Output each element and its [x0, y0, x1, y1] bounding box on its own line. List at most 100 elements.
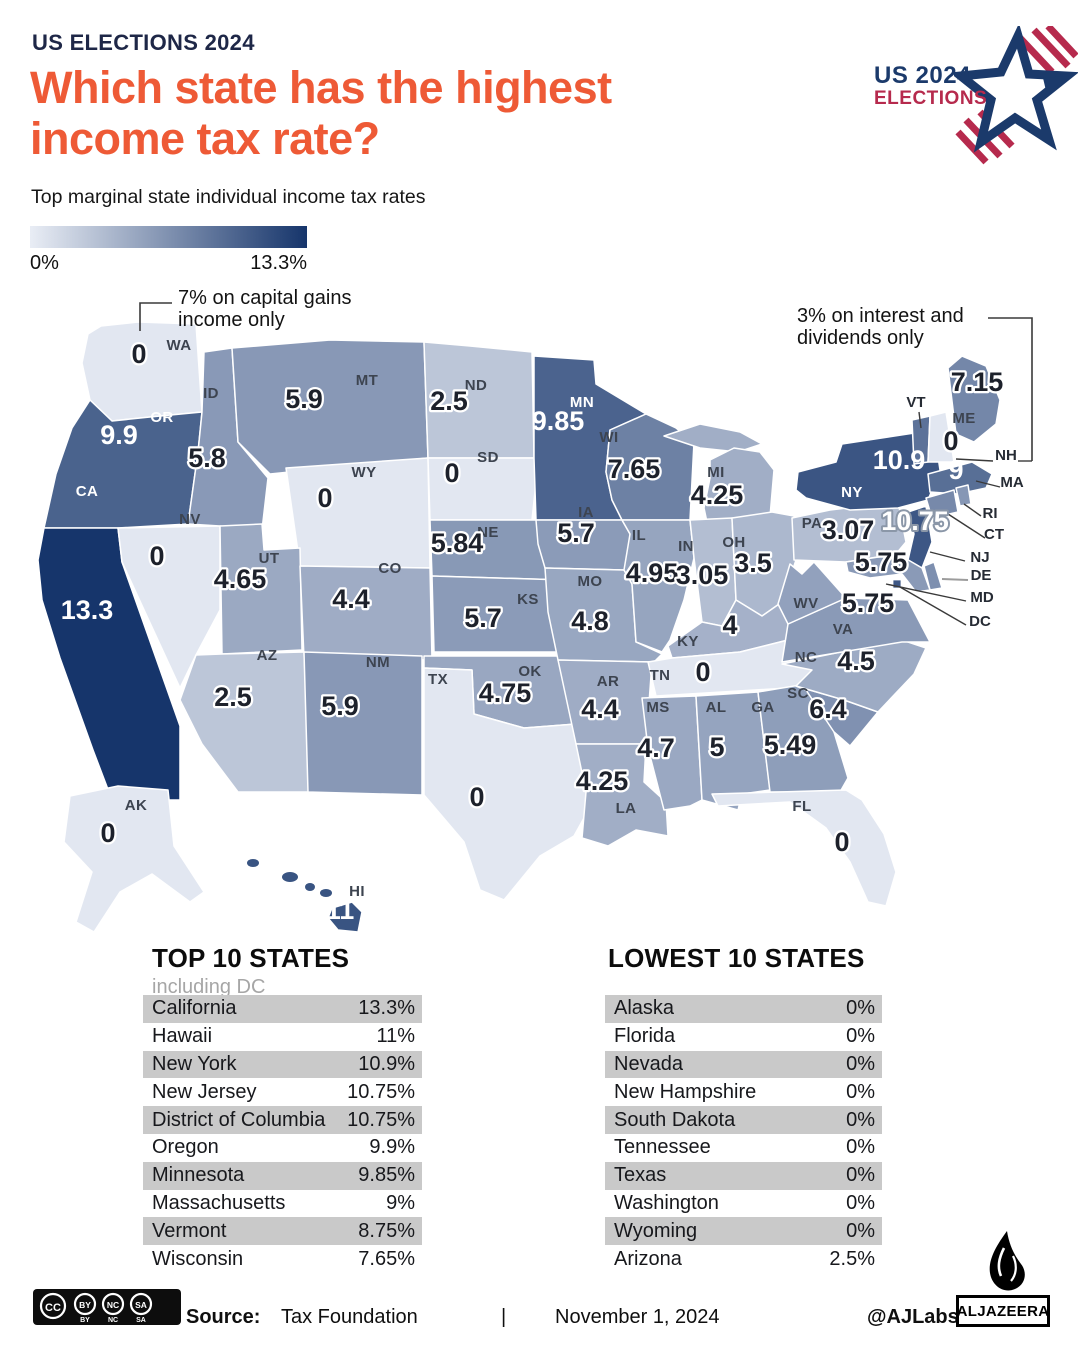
aljazeera-flame-icon: [989, 1231, 1025, 1291]
legend-min-label: 0%: [30, 252, 59, 274]
state-callout-CT: CT: [984, 526, 1004, 543]
svg-text:NC: NC: [107, 1300, 119, 1310]
state-name: Tennessee: [614, 1136, 711, 1159]
table-row: Minnesota 9.85%: [143, 1161, 422, 1190]
state-abbr-OK: OK: [518, 663, 541, 680]
state-abbr-CO: CO: [378, 560, 401, 577]
table-row: Alaska 0%: [605, 995, 882, 1023]
state-NH: [927, 411, 955, 463]
table-row: Nevada 0%: [605, 1050, 882, 1079]
state-value-MN: 9.85: [532, 406, 585, 436]
footer-separator: |: [501, 1306, 507, 1328]
state-value-NM: 5.9: [321, 691, 359, 721]
state-WV: [777, 561, 847, 625]
state-abbr-UT: UT: [259, 550, 280, 567]
leader-line: [963, 503, 982, 517]
state-value-IL: 4.95: [626, 558, 679, 588]
state-value-OH: 3.5: [734, 548, 772, 578]
state-abbr-OR: OR: [150, 409, 173, 426]
state-value-VA: 5.75: [842, 588, 895, 618]
state-callout-DC: DC: [969, 613, 991, 630]
chart-subtitle: Top marginal state individual income tax…: [31, 186, 426, 208]
logo-text-line2: ELECTIONS: [874, 88, 988, 109]
state-abbr-NV: NV: [179, 511, 201, 528]
leader-line: [941, 578, 969, 581]
state-HI-island: [305, 883, 315, 891]
kicker: US ELECTIONS 2024: [32, 30, 255, 55]
table-row: Hawaii 11%: [143, 1023, 422, 1051]
state-value-MS: 4.7: [637, 733, 675, 763]
state-name: Nevada: [614, 1052, 683, 1075]
svg-text:CC: CC: [45, 1302, 61, 1314]
lowest-10-states-table: LOWEST 10 STATES Alaska 0% Florida 0% Nevada…: [605, 943, 882, 1270]
state-value-NJ: 10.75: [881, 506, 949, 536]
us2024-elections-logo: US 2024 ELECTIONS: [868, 26, 1078, 176]
logo-text-line1: US 2024: [874, 62, 971, 89]
state-AZ: [179, 651, 311, 793]
state-name: Oregon: [152, 1136, 219, 1159]
state-value-AK: 0: [100, 818, 115, 848]
state-FL: [711, 789, 897, 907]
state-abbr-AK: AK: [125, 797, 147, 814]
state-abbr-VA: VA: [833, 621, 854, 638]
table-row: Texas 0%: [605, 1161, 882, 1190]
state-NM: [303, 651, 423, 796]
state-value-HI: 11: [326, 895, 355, 925]
state-abbr-SD: SD: [477, 449, 499, 466]
table-row: District of Columbia 10.75%: [143, 1106, 422, 1134]
state-rate: 0%: [846, 1108, 875, 1131]
state-name: Vermont: [152, 1219, 227, 1242]
leader-line: [947, 513, 986, 539]
state-value-MI: 4.25: [691, 480, 744, 510]
state-value-AZ: 2.5: [214, 682, 252, 712]
svg-text:SA: SA: [135, 1300, 147, 1310]
state-value-TN: 0: [695, 657, 710, 687]
publication-date: November 1, 2024: [555, 1306, 720, 1328]
table-row: South Dakota 0%: [605, 1106, 882, 1134]
state-rate: 0%: [846, 1025, 875, 1048]
state-value-MO: 4.8: [571, 606, 609, 636]
table-row: Arizona 2.5%: [605, 1245, 882, 1273]
state-DE: [923, 561, 943, 591]
state-name: Arizona: [614, 1247, 682, 1270]
legend-gradient-bar: [30, 226, 307, 248]
state-value-AL: 5: [709, 732, 724, 762]
title-line1: Which state has the highest: [30, 62, 612, 113]
state-value-KY: 4: [722, 610, 737, 640]
state-abbr-IA: IA: [578, 504, 594, 521]
state-callout-DE: DE: [971, 567, 992, 584]
svg-text:BY: BY: [79, 1300, 91, 1310]
svg-text:NC: NC: [108, 1317, 118, 1324]
state-value-AR: 4.4: [581, 694, 619, 724]
state-rate: 11%: [376, 1025, 415, 1048]
state-CT: [925, 489, 959, 519]
state-value-NE: 5.84: [431, 528, 484, 558]
state-abbr-AL: AL: [706, 699, 727, 716]
table-row: Tennessee 0%: [605, 1134, 882, 1162]
state-value-WI: 7.65: [608, 454, 661, 484]
state-name: Washington: [614, 1191, 719, 1214]
state-MD: [845, 553, 931, 593]
state-value-ND: 2.5: [430, 386, 468, 416]
state-value-WA: 0: [131, 339, 146, 369]
leader-line: [975, 480, 1001, 488]
state-abbr-NY: NY: [841, 484, 863, 501]
state-abbr-FL: FL: [792, 798, 811, 815]
state-abbr-PA: PA: [802, 515, 823, 532]
state-abbr-NM: NM: [366, 654, 390, 671]
state-HI-island: [247, 859, 259, 867]
state-value-MT: 5.9: [285, 384, 323, 414]
state-callout-NH: NH: [995, 447, 1017, 464]
state-rate: 8.75%: [358, 1219, 415, 1242]
page-title: Which state has the highest income tax ra…: [30, 62, 810, 165]
state-PA: [791, 501, 907, 563]
table-subtitle: including DC: [152, 976, 266, 998]
state-abbr-SC: SC: [787, 685, 809, 702]
state-value-CA: 13.3: [61, 595, 114, 625]
state-value-NH: 0: [943, 426, 958, 456]
state-value-SD: 0: [444, 458, 459, 488]
state-abbr-IN: IN: [678, 538, 694, 555]
state-name: South Dakota: [614, 1108, 736, 1131]
state-value-TX: 0: [469, 782, 484, 812]
